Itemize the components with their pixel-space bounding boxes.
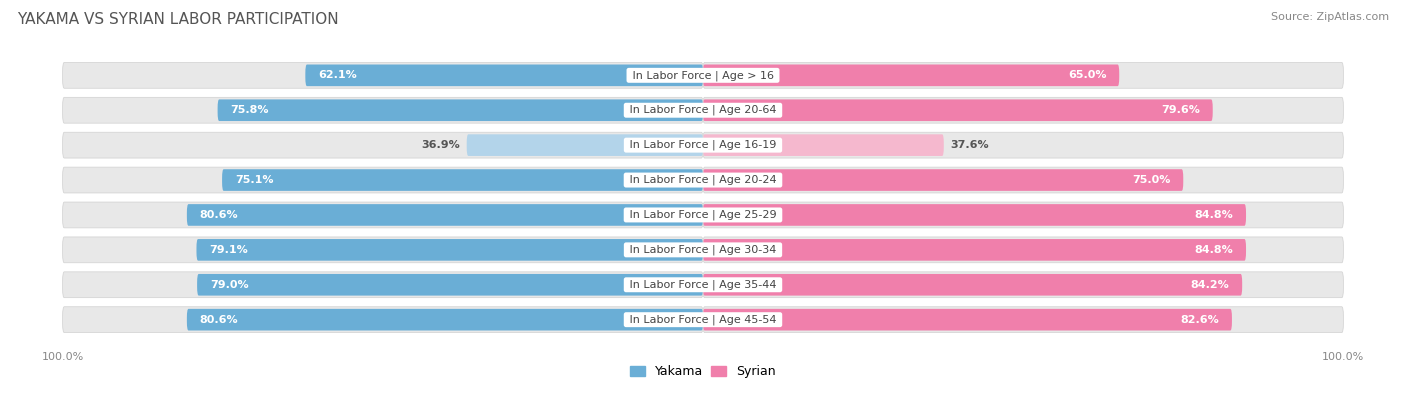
FancyBboxPatch shape — [218, 100, 703, 121]
Text: 37.6%: 37.6% — [950, 140, 988, 150]
FancyBboxPatch shape — [222, 169, 703, 191]
Text: In Labor Force | Age 30-34: In Labor Force | Age 30-34 — [626, 245, 780, 255]
Legend: Yakama, Syrian: Yakama, Syrian — [626, 360, 780, 384]
Text: 79.1%: 79.1% — [209, 245, 247, 255]
Text: In Labor Force | Age 25-29: In Labor Force | Age 25-29 — [626, 210, 780, 220]
Text: 80.6%: 80.6% — [200, 210, 238, 220]
Text: In Labor Force | Age 20-64: In Labor Force | Age 20-64 — [626, 105, 780, 115]
FancyBboxPatch shape — [187, 309, 703, 331]
FancyBboxPatch shape — [703, 97, 1343, 123]
Text: 84.2%: 84.2% — [1191, 280, 1229, 290]
Text: 62.1%: 62.1% — [318, 70, 357, 80]
FancyBboxPatch shape — [305, 64, 703, 86]
FancyBboxPatch shape — [703, 64, 1119, 86]
FancyBboxPatch shape — [703, 202, 1343, 228]
Text: YAKAMA VS SYRIAN LABOR PARTICIPATION: YAKAMA VS SYRIAN LABOR PARTICIPATION — [17, 12, 339, 27]
FancyBboxPatch shape — [703, 239, 1246, 261]
FancyBboxPatch shape — [63, 272, 703, 298]
FancyBboxPatch shape — [703, 274, 1241, 295]
FancyBboxPatch shape — [197, 239, 703, 261]
Text: In Labor Force | Age 35-44: In Labor Force | Age 35-44 — [626, 280, 780, 290]
FancyBboxPatch shape — [703, 100, 1213, 121]
FancyBboxPatch shape — [63, 132, 703, 158]
FancyBboxPatch shape — [703, 134, 943, 156]
Text: 84.8%: 84.8% — [1195, 245, 1233, 255]
Text: In Labor Force | Age 16-19: In Labor Force | Age 16-19 — [626, 140, 780, 150]
FancyBboxPatch shape — [63, 167, 703, 193]
FancyBboxPatch shape — [63, 307, 703, 333]
Text: 65.0%: 65.0% — [1069, 70, 1107, 80]
FancyBboxPatch shape — [63, 62, 703, 88]
FancyBboxPatch shape — [467, 134, 703, 156]
Text: 75.0%: 75.0% — [1132, 175, 1170, 185]
Text: 82.6%: 82.6% — [1181, 315, 1219, 325]
Text: 79.6%: 79.6% — [1161, 105, 1199, 115]
FancyBboxPatch shape — [703, 167, 1343, 193]
Text: In Labor Force | Age 20-24: In Labor Force | Age 20-24 — [626, 175, 780, 185]
FancyBboxPatch shape — [187, 204, 703, 226]
Text: 75.1%: 75.1% — [235, 175, 273, 185]
Text: In Labor Force | Age > 16: In Labor Force | Age > 16 — [628, 70, 778, 81]
Text: 79.0%: 79.0% — [209, 280, 249, 290]
Text: Source: ZipAtlas.com: Source: ZipAtlas.com — [1271, 12, 1389, 22]
FancyBboxPatch shape — [703, 62, 1343, 88]
FancyBboxPatch shape — [703, 309, 1232, 331]
Text: 80.6%: 80.6% — [200, 315, 238, 325]
FancyBboxPatch shape — [703, 272, 1343, 298]
FancyBboxPatch shape — [703, 169, 1184, 191]
Text: 84.8%: 84.8% — [1195, 210, 1233, 220]
FancyBboxPatch shape — [703, 237, 1343, 263]
FancyBboxPatch shape — [63, 97, 703, 123]
Text: 75.8%: 75.8% — [231, 105, 269, 115]
FancyBboxPatch shape — [63, 237, 703, 263]
FancyBboxPatch shape — [703, 204, 1246, 226]
Text: In Labor Force | Age 45-54: In Labor Force | Age 45-54 — [626, 314, 780, 325]
FancyBboxPatch shape — [197, 274, 703, 295]
FancyBboxPatch shape — [703, 132, 1343, 158]
Text: 36.9%: 36.9% — [422, 140, 460, 150]
FancyBboxPatch shape — [63, 202, 703, 228]
FancyBboxPatch shape — [703, 307, 1343, 333]
